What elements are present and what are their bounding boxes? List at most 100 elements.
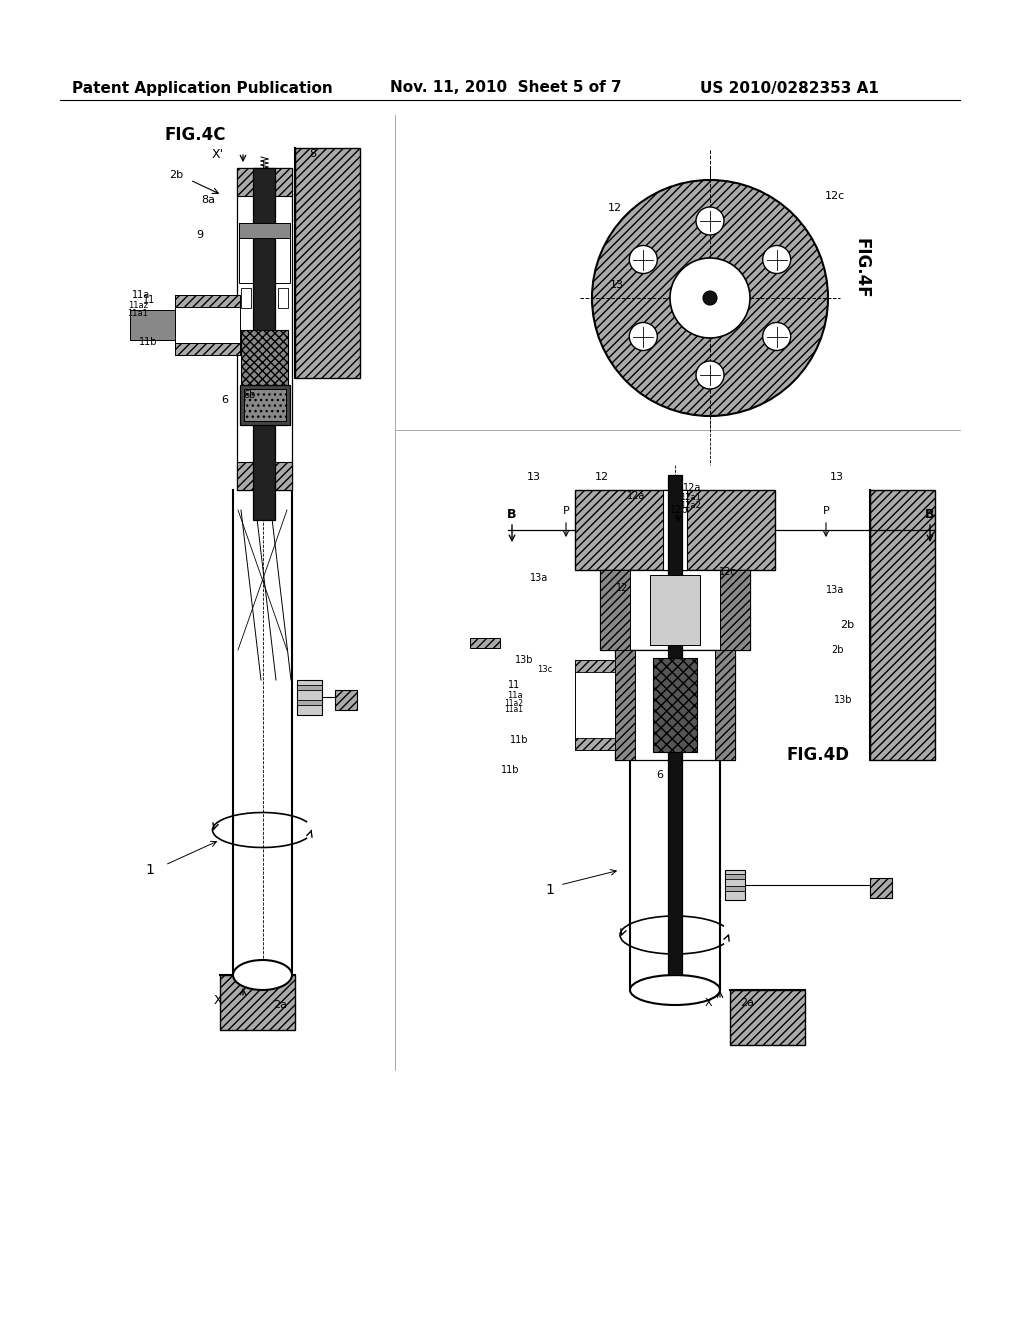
Bar <box>240 385 290 425</box>
Text: 12: 12 <box>608 203 623 213</box>
Bar <box>600 570 750 649</box>
Text: 12a1: 12a1 <box>680 494 700 503</box>
Text: FIG.4F: FIG.4F <box>853 238 871 298</box>
Text: B: B <box>926 507 935 520</box>
Bar <box>650 576 700 645</box>
Text: P: P <box>822 506 829 516</box>
Text: 6: 6 <box>221 395 228 405</box>
Bar <box>297 685 322 690</box>
Circle shape <box>696 360 724 389</box>
Bar <box>575 660 615 672</box>
Text: 6b: 6b <box>244 389 256 400</box>
Text: 1: 1 <box>145 863 155 876</box>
Bar <box>335 690 357 710</box>
Text: 11a: 11a <box>132 290 150 300</box>
Bar <box>237 462 292 490</box>
Bar <box>575 660 615 750</box>
Bar <box>237 168 292 490</box>
Bar <box>297 700 322 705</box>
Bar <box>725 874 745 879</box>
Circle shape <box>630 322 657 351</box>
Text: 1: 1 <box>546 883 554 898</box>
Text: 8: 8 <box>309 149 316 158</box>
Bar <box>239 223 290 238</box>
Text: 11b: 11b <box>510 735 528 744</box>
Bar <box>668 475 682 975</box>
Text: 11b: 11b <box>501 766 519 775</box>
Bar <box>615 649 635 760</box>
Circle shape <box>696 207 724 235</box>
Text: Nov. 11, 2010  Sheet 5 of 7: Nov. 11, 2010 Sheet 5 of 7 <box>390 81 622 95</box>
Bar <box>295 148 360 378</box>
Bar <box>575 738 615 750</box>
Bar <box>130 310 237 341</box>
Bar <box>600 570 630 649</box>
Circle shape <box>763 322 791 351</box>
Text: 2b: 2b <box>830 645 843 655</box>
Text: 13a: 13a <box>826 585 844 595</box>
Bar <box>715 649 735 760</box>
Bar <box>175 294 240 308</box>
Bar <box>720 570 750 649</box>
Bar <box>615 649 735 760</box>
Text: X': X' <box>212 148 224 161</box>
Text: 12: 12 <box>595 473 609 482</box>
Circle shape <box>630 246 657 273</box>
Text: 12a: 12a <box>627 491 645 502</box>
Text: Patent Application Publication: Patent Application Publication <box>72 81 333 95</box>
Text: 13: 13 <box>610 280 624 290</box>
Text: 2b: 2b <box>840 620 854 630</box>
Text: 11a2: 11a2 <box>504 698 523 708</box>
Ellipse shape <box>630 975 720 1005</box>
Bar <box>870 878 892 898</box>
Circle shape <box>670 257 750 338</box>
Bar <box>253 168 275 520</box>
Bar <box>237 168 292 195</box>
Text: FIG.4C: FIG.4C <box>164 125 225 144</box>
Text: 13b: 13b <box>834 696 852 705</box>
Text: 11az: 11az <box>128 301 148 309</box>
Bar <box>725 870 745 900</box>
Circle shape <box>763 246 791 273</box>
Text: 11: 11 <box>142 294 155 305</box>
Circle shape <box>703 290 717 305</box>
Text: 8a: 8a <box>201 195 215 205</box>
Text: US 2010/0282353 A1: US 2010/0282353 A1 <box>700 81 879 95</box>
Bar <box>725 886 745 891</box>
Text: 11b: 11b <box>138 337 157 347</box>
Bar <box>244 389 286 421</box>
Bar <box>870 490 935 760</box>
Bar <box>241 330 288 389</box>
Text: 2a: 2a <box>740 998 754 1008</box>
Text: 6: 6 <box>656 770 664 780</box>
Text: 12c: 12c <box>825 191 845 201</box>
Text: 12b: 12b <box>670 506 688 515</box>
Bar <box>575 490 775 570</box>
Text: X: X <box>705 998 712 1008</box>
Text: 12a2: 12a2 <box>680 500 700 510</box>
Text: 9: 9 <box>197 230 204 240</box>
Text: 12c: 12c <box>719 568 737 577</box>
Ellipse shape <box>233 960 292 990</box>
Bar <box>653 657 697 752</box>
Text: B: B <box>507 507 517 520</box>
Text: 11a1: 11a1 <box>504 705 523 714</box>
Bar <box>470 638 500 648</box>
Bar <box>241 288 251 308</box>
Text: 13b: 13b <box>515 655 534 665</box>
Bar <box>278 288 288 308</box>
Bar <box>175 343 240 355</box>
Bar <box>220 975 295 1030</box>
Text: 13: 13 <box>527 473 541 482</box>
Text: 2b: 2b <box>169 170 183 180</box>
Text: X: X <box>214 994 222 1006</box>
Text: 11a: 11a <box>507 690 522 700</box>
Text: 12: 12 <box>615 583 628 593</box>
Text: FIG.4D: FIG.4D <box>786 746 850 764</box>
Text: 13: 13 <box>830 473 844 482</box>
Bar <box>239 223 290 282</box>
Text: 13c: 13c <box>537 665 552 675</box>
Bar <box>297 680 322 715</box>
Text: 11a1: 11a1 <box>127 309 148 318</box>
Text: 13a: 13a <box>530 573 548 583</box>
